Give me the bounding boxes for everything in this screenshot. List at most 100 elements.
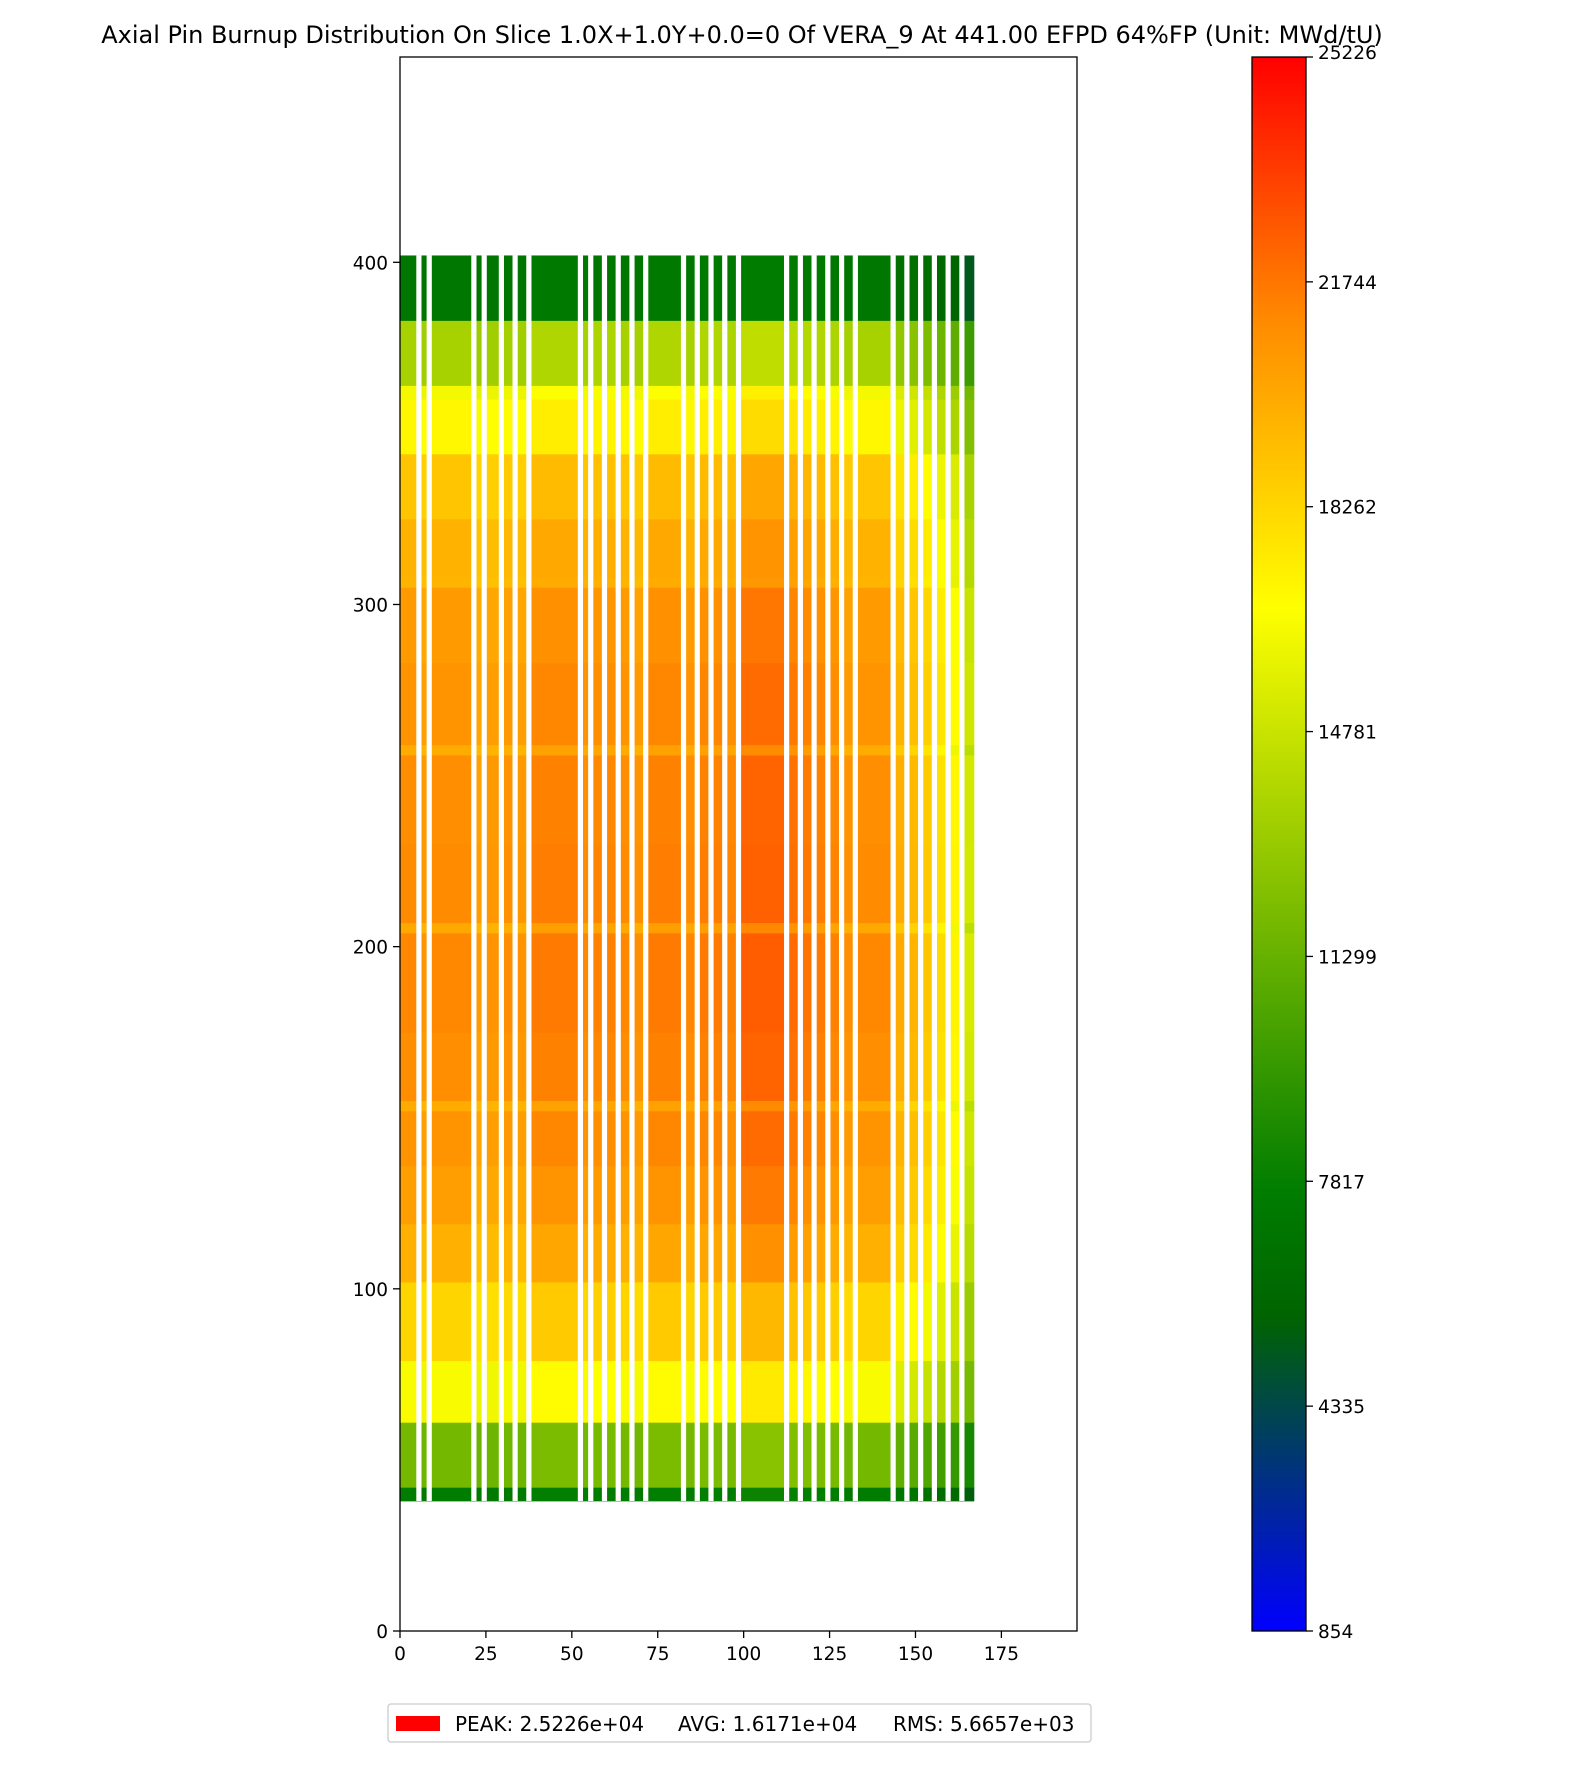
heatmap-cell-b20-c21 <box>814 385 829 400</box>
heatmap-cell-b17-c18 <box>738 518 788 578</box>
heatmap-cell-b18-c18 <box>738 453 788 520</box>
heatmap-cell-b11-c28 <box>934 844 949 924</box>
heatmap-cell-b20-c20 <box>800 385 815 400</box>
heatmap-cell-b19-c8 <box>580 399 592 455</box>
heatmap-cell-b17-c2 <box>429 518 475 578</box>
heatmap-cell-b15-c1 <box>418 587 430 664</box>
heatmap-cell-b7-c12 <box>631 1100 647 1112</box>
heatmap-cell-b12-c24 <box>855 755 894 845</box>
heatmap-cell-b2-c24 <box>855 1360 894 1423</box>
heatmap-cell-b16-c13 <box>645 577 684 588</box>
heatmap-cell-b11-c29 <box>948 844 963 924</box>
heatmap-cell-b17-c26 <box>906 518 922 578</box>
heatmap-cell-b14-c19 <box>786 662 801 746</box>
heatmap-cell-b15-c21 <box>814 587 829 664</box>
heatmap-cell-b14-c28 <box>934 662 949 746</box>
heatmap-cell-b6-c30 <box>961 1110 975 1167</box>
heatmap-cell-b9-c26 <box>906 932 922 1033</box>
heatmap-cell-b17-c0 <box>400 518 420 578</box>
heatmap-cell-b18-c8 <box>580 453 592 520</box>
pin-gap-8 <box>588 255 594 1501</box>
heatmap-cell-b21-c25 <box>893 320 908 386</box>
heatmap-cell-b16-c23 <box>841 577 856 588</box>
heatmap-cell-b3-c20 <box>800 1281 815 1362</box>
heatmap-cell-b7-c22 <box>827 1100 842 1112</box>
heatmap-cell-b21-c20 <box>800 320 815 386</box>
heatmap-cell-b0-c25 <box>893 1487 908 1502</box>
heatmap-cell-b4-c7 <box>528 1223 581 1283</box>
heatmap-cell-b16-c18 <box>738 577 788 588</box>
heatmap-cell-b13-c17 <box>724 744 739 756</box>
heatmap-cell-b13-c12 <box>631 744 647 756</box>
heatmap-cell-b21-c2 <box>429 320 475 386</box>
heatmap-cell-b19-c28 <box>934 399 949 455</box>
heatmap-cell-b6-c8 <box>580 1110 592 1167</box>
heatmap-cell-b15-c11 <box>618 587 633 664</box>
heatmap-cell-b13-c20 <box>800 744 815 756</box>
colorbar-tick-label-2: 7817 <box>1318 1172 1365 1193</box>
heatmap-cell-b21-c27 <box>920 320 935 386</box>
heatmap-cell-b3-c18 <box>738 1281 788 1362</box>
heatmap-cell-b10-c17 <box>724 922 739 934</box>
heatmap-cell-b0-c24 <box>855 1487 894 1502</box>
heatmap-cell-b3-c1 <box>418 1281 430 1362</box>
heatmap-cell-b16-c5 <box>501 577 516 588</box>
colorbar-tick-label-5: 18262 <box>1318 498 1377 519</box>
heatmap-cell-b9-c4 <box>484 932 502 1033</box>
heatmap-cell-b8-c6 <box>515 1032 530 1102</box>
heatmap-cell-b6-c5 <box>501 1110 516 1167</box>
heatmap-cell-b0-c12 <box>631 1487 647 1502</box>
heatmap-cell-b20-c14 <box>683 385 698 400</box>
heatmap-cell-b6-c10 <box>604 1110 619 1167</box>
heatmap-cell-b17-c28 <box>934 518 949 578</box>
heatmap-cell-b7-c10 <box>604 1100 619 1112</box>
heatmap-cell-b0-c29 <box>948 1487 963 1502</box>
heatmap-cell-b3-c29 <box>948 1281 963 1362</box>
heatmap-cell-b17-c15 <box>697 518 712 578</box>
heatmap-cell-b4-c27 <box>920 1223 935 1283</box>
heatmap-cell-b5-c25 <box>893 1165 908 1225</box>
heatmap-cell-b16-c21 <box>814 577 829 588</box>
heatmap-cell-b2-c19 <box>786 1360 801 1423</box>
heatmap-cell-b15-c30 <box>961 587 975 664</box>
heatmap-cell-b0-c11 <box>618 1487 633 1502</box>
heatmap-cell-b22-c22 <box>827 255 842 321</box>
heatmap-cell-b4-c4 <box>484 1223 502 1283</box>
heatmap-cell-b12-c9 <box>590 755 605 845</box>
heatmap-cell-b3-c11 <box>618 1281 633 1362</box>
legend-swatch <box>396 1716 440 1731</box>
heatmap-cell-b3-c2 <box>429 1281 475 1362</box>
heatmap-cell-b21-c30 <box>961 320 975 386</box>
heatmap-cell-b21-c22 <box>827 320 842 386</box>
heatmap-cell-b10-c1 <box>418 922 430 934</box>
heatmap-cell-b21-c15 <box>697 320 712 386</box>
y-tick-label-0: 0 <box>376 1622 388 1643</box>
heatmap-cell-b18-c29 <box>948 453 963 520</box>
heatmap-cell-b20-c19 <box>786 385 801 400</box>
heatmap-cell-b1-c26 <box>906 1422 922 1488</box>
heatmap-cell-b5-c2 <box>429 1165 475 1225</box>
heatmap-cell-b0-c15 <box>697 1487 712 1502</box>
heatmap-cell-b6-c28 <box>934 1110 949 1167</box>
heatmap-cell-b6-c7 <box>528 1110 581 1167</box>
heatmap-cell-b5-c8 <box>580 1165 592 1225</box>
heatmap-cell-b9-c11 <box>618 932 633 1033</box>
heatmap-cell-b7-c28 <box>934 1100 949 1112</box>
heatmap-cell-b5-c18 <box>738 1165 788 1225</box>
heatmap-cell-b2-c2 <box>429 1360 475 1423</box>
heatmap-cell-b22-c17 <box>724 255 739 321</box>
heatmap-cell-b0-c22 <box>827 1487 842 1502</box>
heatmap-cell-b1-c9 <box>590 1422 605 1488</box>
heatmap-cell-b5-c5 <box>501 1165 516 1225</box>
heatmap-cell-b4-c22 <box>827 1223 842 1283</box>
heatmap-cell-b9-c1 <box>418 932 430 1033</box>
heatmap-cell-b0-c3 <box>473 1487 485 1502</box>
pin-gap-23 <box>852 255 858 1501</box>
heatmap-cell-b0-c16 <box>711 1487 726 1502</box>
heatmap-cell-b22-c10 <box>604 255 619 321</box>
legend-peak-label: PEAK: 2.5226e+04 <box>455 1712 644 1736</box>
heatmap-cell-b18-c17 <box>724 453 739 520</box>
heatmap-cell-b6-c26 <box>906 1110 922 1167</box>
heatmap-cell-b11-c22 <box>827 844 842 924</box>
